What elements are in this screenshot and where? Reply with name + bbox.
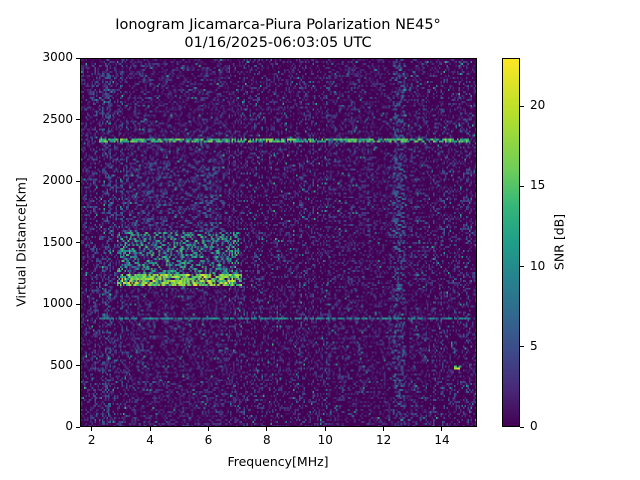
y-tick-mark bbox=[76, 180, 80, 182]
colorbar-tick-mark bbox=[520, 105, 524, 107]
colorbar-tick-label: 10 bbox=[530, 258, 546, 273]
x-tick-label: 10 bbox=[317, 433, 333, 447]
colorbar-tick-mark bbox=[520, 426, 524, 428]
colorbar-tick-mark bbox=[520, 185, 524, 187]
x-tick-label: 2 bbox=[87, 433, 96, 447]
y-tick-mark bbox=[76, 119, 80, 120]
x-tick-mark bbox=[324, 427, 326, 431]
y-tick-label: 0 bbox=[65, 419, 73, 433]
chart-title-line1: Ionogram Jicamarca-Piura Polarization NE… bbox=[115, 17, 441, 33]
ionogram-plot-area bbox=[80, 58, 477, 427]
x-axis-label: Frequency[MHz] bbox=[227, 454, 329, 469]
x-tick-label: 4 bbox=[146, 433, 154, 447]
y-tick-mark bbox=[76, 365, 80, 366]
snr-colorbar bbox=[502, 58, 520, 427]
y-tick-mark bbox=[76, 57, 80, 59]
colorbar-tick-mark bbox=[520, 346, 524, 348]
colorbar-tick-mark bbox=[520, 266, 524, 268]
x-tick-mark bbox=[207, 427, 209, 431]
colorbar-tick-label: 15 bbox=[530, 178, 546, 193]
y-tick-mark bbox=[76, 426, 80, 428]
y-tick-mark bbox=[76, 242, 80, 243]
colorbar-tick-label: 20 bbox=[530, 98, 546, 113]
x-tick-label: 6 bbox=[204, 433, 213, 447]
x-tick-mark bbox=[91, 427, 93, 431]
chart-title-line2: 01/16/2025-06:03:05 UTC bbox=[184, 35, 372, 51]
x-tick-mark bbox=[383, 427, 385, 431]
colorbar-tick-label: 5 bbox=[530, 338, 538, 353]
x-tick-label: 14 bbox=[434, 433, 450, 447]
y-axis-label: Virtual Distance[Km] bbox=[13, 177, 29, 307]
x-tick-mark bbox=[266, 427, 268, 431]
y-tick-label: 2000 bbox=[42, 173, 73, 187]
y-tick-label: 3000 bbox=[42, 50, 73, 64]
colorbar-label: SNR [dB] bbox=[551, 213, 567, 271]
y-tick-label: 1000 bbox=[42, 296, 73, 310]
x-tick-mark bbox=[149, 427, 151, 431]
y-tick-label: 1500 bbox=[42, 234, 73, 249]
y-tick-mark bbox=[76, 303, 80, 305]
colorbar-tick-label: 0 bbox=[530, 419, 538, 433]
y-tick-label: 2500 bbox=[42, 111, 73, 126]
snr-heatmap bbox=[81, 59, 476, 426]
x-tick-label: 12 bbox=[375, 433, 392, 447]
y-tick-label: 500 bbox=[50, 357, 73, 372]
x-tick-label: 8 bbox=[262, 433, 271, 447]
x-tick-mark bbox=[441, 427, 443, 431]
